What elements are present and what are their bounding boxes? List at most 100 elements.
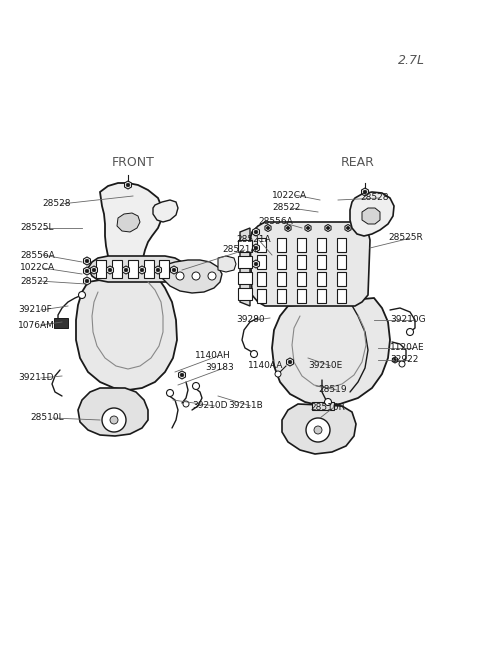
Circle shape [192,383,200,390]
Text: 28556A: 28556A [20,250,55,259]
Text: 39210D: 39210D [192,402,228,411]
Bar [317,255,326,269]
Text: REAR: REAR [341,155,375,168]
Bar [54,318,68,328]
Bar [257,272,266,286]
Bar [112,260,122,278]
Circle shape [407,329,413,335]
Bar [257,289,266,303]
Bar [317,289,326,303]
Polygon shape [325,225,331,231]
Text: 2.7L: 2.7L [398,54,425,67]
Polygon shape [84,257,90,265]
Bar [297,255,306,269]
Polygon shape [285,225,291,231]
Text: 1022CA: 1022CA [272,191,307,200]
Text: 39210F: 39210F [18,305,52,314]
Circle shape [266,227,270,229]
Circle shape [394,359,396,362]
Bar [312,402,334,410]
Polygon shape [122,266,130,274]
Polygon shape [393,357,397,363]
Bar [317,272,326,286]
Text: 39210G: 39210G [390,316,426,324]
Polygon shape [76,272,177,390]
Text: 28528: 28528 [360,193,388,202]
Circle shape [172,268,176,272]
Circle shape [102,408,126,432]
Polygon shape [252,260,260,268]
Polygon shape [287,358,293,366]
Circle shape [254,262,258,266]
Bar [317,238,326,252]
Text: 28525R: 28525R [388,233,423,242]
Polygon shape [272,298,390,406]
Polygon shape [117,213,140,232]
Circle shape [363,190,367,194]
Circle shape [208,272,216,280]
Text: 39211D: 39211D [18,373,53,383]
Circle shape [85,269,89,272]
Circle shape [92,268,96,272]
Bar [337,272,346,286]
Text: 1022CA: 1022CA [20,263,55,272]
Circle shape [399,361,405,367]
Text: 39210E: 39210E [308,362,342,371]
Circle shape [254,230,258,234]
Circle shape [324,398,332,405]
Polygon shape [240,228,250,306]
Polygon shape [91,266,97,274]
Bar [257,255,266,269]
Bar [277,289,286,303]
Text: 1140AA: 1140AA [248,362,283,371]
Polygon shape [88,256,185,282]
Text: 28521A: 28521A [222,246,257,255]
Text: 32922: 32922 [390,356,419,364]
Text: 39211B: 39211B [228,402,263,411]
Text: 28522: 28522 [272,204,300,212]
Circle shape [287,227,289,229]
Circle shape [85,259,89,263]
Text: 1120AE: 1120AE [390,343,425,352]
Text: 28528: 28528 [42,200,71,208]
Polygon shape [361,188,369,196]
Text: 28556A: 28556A [258,217,293,227]
Bar [238,288,252,300]
Circle shape [306,227,310,229]
Circle shape [180,373,184,377]
Polygon shape [252,244,260,252]
Bar [96,260,106,278]
Polygon shape [218,256,236,272]
Circle shape [347,227,349,229]
Circle shape [306,418,330,442]
Circle shape [251,350,257,358]
Polygon shape [107,266,113,274]
Bar [297,238,306,252]
Polygon shape [78,388,148,436]
Polygon shape [305,225,311,231]
Circle shape [254,246,258,250]
Bar [238,240,252,252]
Text: 28522: 28522 [20,276,48,286]
Bar [238,272,252,284]
Polygon shape [179,371,185,379]
Text: 28519: 28519 [318,386,347,394]
Text: 28521A: 28521A [236,236,271,244]
Circle shape [326,227,330,229]
Circle shape [126,183,130,187]
Bar [277,255,286,269]
Text: 39183: 39183 [205,364,234,373]
Text: 28525L: 28525L [20,223,53,233]
Bar [257,238,266,252]
Polygon shape [124,181,132,189]
Polygon shape [345,225,351,231]
Circle shape [140,268,144,272]
Polygon shape [170,266,178,274]
Polygon shape [162,260,222,293]
Circle shape [167,390,173,396]
Polygon shape [362,208,380,224]
Polygon shape [265,225,271,231]
Bar [337,255,346,269]
Polygon shape [84,267,90,275]
Polygon shape [139,266,145,274]
